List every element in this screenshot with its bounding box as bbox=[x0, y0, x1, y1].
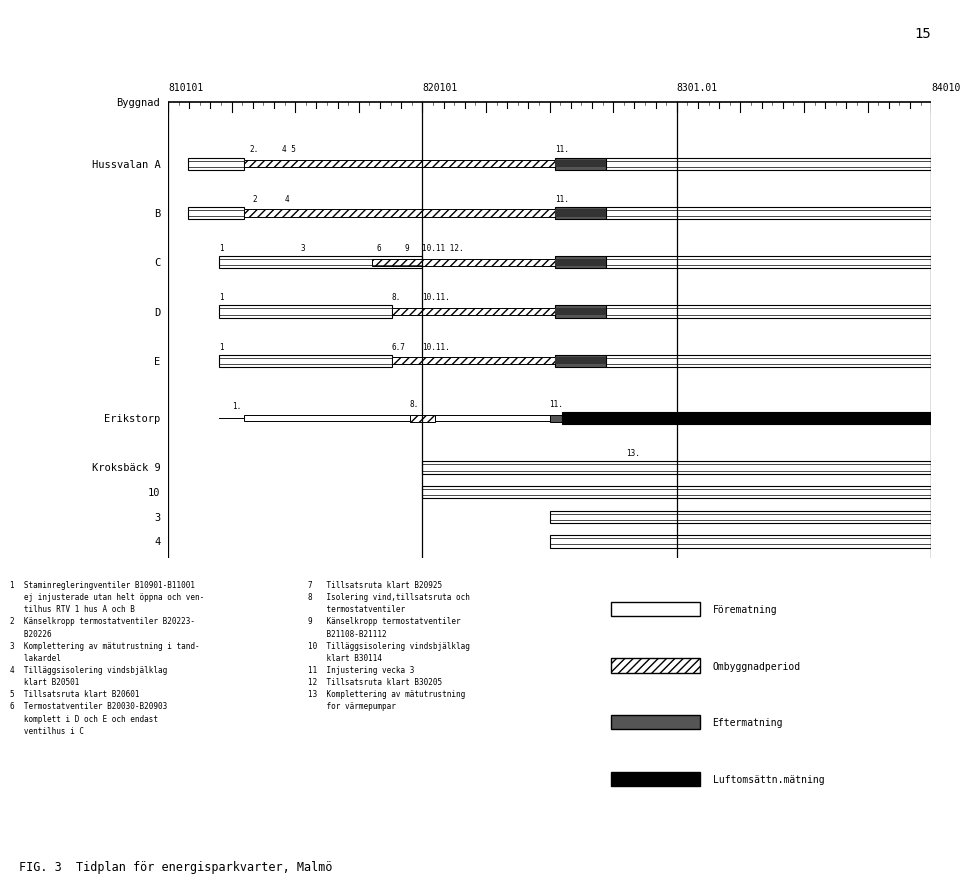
Text: 820101: 820101 bbox=[422, 82, 458, 93]
Bar bbox=[606, 355, 931, 368]
Bar bbox=[555, 260, 606, 267]
Text: 6: 6 bbox=[376, 244, 381, 253]
Bar bbox=[606, 257, 931, 269]
Bar bbox=[612, 715, 700, 729]
Text: Kroksbäck 9: Kroksbäck 9 bbox=[91, 463, 160, 473]
Bar bbox=[422, 210, 555, 217]
Text: 1.: 1. bbox=[232, 401, 242, 410]
Text: 9: 9 bbox=[404, 244, 409, 253]
Bar bbox=[555, 159, 606, 171]
Text: 13.: 13. bbox=[626, 448, 639, 458]
Bar bbox=[372, 260, 422, 267]
Bar bbox=[422, 308, 555, 315]
Bar bbox=[555, 308, 606, 315]
Bar bbox=[422, 161, 555, 168]
Bar bbox=[549, 511, 931, 524]
Text: 10.11.: 10.11. bbox=[422, 342, 450, 351]
Text: Hussvalan A: Hussvalan A bbox=[91, 159, 160, 169]
Text: 4: 4 bbox=[155, 537, 160, 547]
Bar bbox=[410, 415, 435, 423]
Bar bbox=[606, 306, 931, 318]
Bar bbox=[244, 416, 410, 422]
Text: 11.: 11. bbox=[549, 400, 564, 409]
Text: 11.: 11. bbox=[555, 195, 568, 204]
Text: 4: 4 bbox=[285, 195, 290, 204]
Bar bbox=[392, 358, 422, 365]
Text: Luftomsättn.mätning: Luftomsättn.mätning bbox=[712, 774, 824, 784]
Bar bbox=[392, 358, 422, 365]
Text: Byggnad: Byggnad bbox=[116, 98, 160, 108]
Bar bbox=[219, 306, 392, 318]
Text: Ombyggnadperiod: Ombyggnadperiod bbox=[712, 661, 801, 671]
Bar bbox=[555, 306, 606, 318]
Bar bbox=[612, 658, 700, 672]
Text: 2.: 2. bbox=[250, 145, 258, 154]
Bar bbox=[410, 415, 435, 423]
Bar bbox=[549, 536, 931, 548]
Text: 15: 15 bbox=[915, 27, 931, 41]
Text: 1  Staminregleringventiler B10901-B11001
   ej injusterade utan helt öppna och v: 1 Staminregleringventiler B10901-B11001 … bbox=[10, 580, 204, 735]
Text: E: E bbox=[155, 356, 160, 366]
Text: 4 5: 4 5 bbox=[282, 145, 297, 154]
Bar bbox=[422, 462, 931, 474]
Bar bbox=[555, 210, 606, 217]
Text: 7   Tillsatsruta klart B20925
8   Isolering vind,tillsatsruta och
    termostatv: 7 Tillsatsruta klart B20925 8 Isolering … bbox=[308, 580, 470, 711]
Bar bbox=[244, 210, 422, 217]
Bar bbox=[392, 308, 422, 315]
Text: 1: 1 bbox=[219, 342, 224, 351]
Text: 2: 2 bbox=[252, 195, 256, 204]
Bar bbox=[612, 658, 700, 672]
Bar bbox=[555, 355, 606, 368]
Text: 8.: 8. bbox=[410, 400, 419, 409]
Text: 11.: 11. bbox=[555, 145, 568, 154]
Bar bbox=[555, 161, 606, 168]
Text: 840101: 840101 bbox=[931, 82, 960, 93]
Bar bbox=[606, 159, 931, 171]
Text: 3: 3 bbox=[300, 244, 305, 253]
Text: 10.11.: 10.11. bbox=[422, 293, 450, 302]
Text: 1: 1 bbox=[219, 293, 224, 302]
Text: 810101: 810101 bbox=[168, 82, 204, 93]
Bar bbox=[422, 260, 555, 267]
Text: 8.: 8. bbox=[392, 293, 401, 302]
Text: Eftermatning: Eftermatning bbox=[712, 718, 783, 727]
Bar bbox=[219, 257, 422, 269]
Bar bbox=[612, 602, 700, 617]
Text: Erikstorp: Erikstorp bbox=[104, 414, 160, 424]
Text: 10: 10 bbox=[148, 487, 160, 498]
Bar bbox=[188, 159, 244, 171]
Bar bbox=[422, 486, 931, 499]
Text: B: B bbox=[155, 209, 160, 219]
Text: D: D bbox=[155, 307, 160, 317]
Bar bbox=[563, 413, 931, 425]
Bar bbox=[372, 260, 422, 267]
Text: C: C bbox=[155, 258, 160, 268]
Text: 3: 3 bbox=[155, 512, 160, 522]
Text: 6.7: 6.7 bbox=[392, 342, 406, 351]
Bar bbox=[392, 308, 422, 315]
Bar bbox=[422, 308, 555, 315]
Text: FIG. 3  Tidplan för energisparkvarter, Malmö: FIG. 3 Tidplan för energisparkvarter, Ma… bbox=[19, 859, 333, 873]
Bar bbox=[422, 260, 555, 267]
Text: 8301.01: 8301.01 bbox=[677, 82, 718, 93]
Text: 10.11 12.: 10.11 12. bbox=[422, 244, 464, 253]
Text: 1: 1 bbox=[219, 244, 224, 253]
Bar bbox=[606, 207, 931, 220]
Bar bbox=[244, 161, 422, 168]
Bar bbox=[244, 161, 422, 168]
Bar bbox=[555, 358, 606, 365]
Bar bbox=[422, 358, 555, 365]
Bar bbox=[422, 161, 555, 168]
Bar bbox=[219, 355, 392, 368]
Bar bbox=[244, 210, 422, 217]
Bar bbox=[555, 207, 606, 220]
Bar bbox=[422, 358, 555, 365]
Bar bbox=[612, 772, 700, 786]
Bar bbox=[188, 207, 244, 220]
Text: Förematning: Förematning bbox=[712, 604, 778, 614]
Bar bbox=[435, 416, 549, 422]
Bar bbox=[555, 257, 606, 269]
Bar bbox=[549, 415, 563, 423]
Bar bbox=[422, 210, 555, 217]
